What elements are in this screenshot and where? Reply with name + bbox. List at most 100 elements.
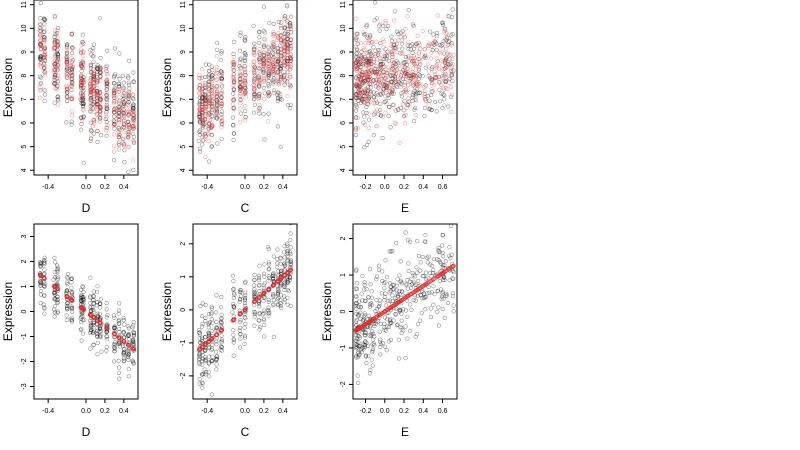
observed-point	[266, 111, 271, 116]
fitted-point	[131, 126, 136, 131]
fitted-point	[94, 91, 99, 96]
observed-point	[80, 314, 85, 319]
observed-point	[353, 92, 359, 97]
observed-point	[416, 283, 421, 289]
fitted-point	[413, 71, 418, 76]
fitted-point	[207, 339, 212, 344]
fitted-point	[384, 307, 390, 313]
fitted-point	[214, 332, 219, 337]
observed-point	[285, 281, 290, 286]
observed-point	[39, 261, 44, 266]
observed-point	[65, 306, 70, 311]
observed-point	[414, 265, 419, 270]
observed-point	[64, 59, 69, 65]
observed-point	[210, 104, 215, 109]
fitted-point	[362, 75, 367, 80]
fitted-point	[203, 104, 208, 110]
observed-point	[202, 342, 208, 347]
observed-point	[373, 52, 378, 57]
fitted-point	[403, 295, 409, 300]
observed-point	[257, 77, 262, 83]
fitted-point	[356, 90, 362, 95]
observed-point	[130, 104, 136, 109]
observed-point	[98, 335, 103, 340]
fitted-point	[282, 272, 288, 278]
observed-point	[55, 94, 61, 99]
fitted-point	[279, 276, 284, 281]
observed-point	[206, 75, 211, 80]
observed-point	[392, 80, 397, 85]
fitted-point	[359, 56, 364, 61]
observed-point	[231, 39, 237, 45]
observed-point	[408, 47, 413, 52]
fitted-point	[356, 77, 361, 82]
x-tick-label: 0.0	[240, 408, 250, 415]
observed-point	[285, 271, 290, 276]
observed-point	[374, 312, 379, 317]
observed-point	[121, 93, 126, 98]
y-tick-label: -1	[180, 340, 187, 346]
observed-point	[79, 310, 84, 315]
fitted-point	[428, 56, 434, 61]
y-tick-label: 6	[21, 121, 28, 125]
fitted-point	[38, 273, 43, 278]
observed-point	[362, 145, 367, 150]
fitted-point	[126, 122, 131, 128]
observed-point	[266, 72, 272, 77]
observed-point	[261, 44, 267, 49]
observed-point	[429, 107, 434, 113]
observed-point	[117, 104, 122, 109]
observed-point	[88, 320, 93, 326]
observed-point	[209, 310, 214, 315]
fitted-point	[243, 69, 248, 74]
fitted-point	[354, 46, 360, 51]
observed-point	[131, 106, 136, 111]
fitted-point	[243, 79, 248, 85]
fitted-point	[104, 325, 109, 331]
fitted-point	[95, 318, 100, 323]
observed-point	[366, 139, 371, 144]
observed-point	[130, 338, 135, 344]
fitted-point	[371, 316, 376, 321]
fitted-point	[42, 276, 47, 281]
fitted-point	[275, 279, 280, 284]
fitted-point	[282, 69, 287, 75]
observed-point	[451, 276, 456, 281]
observed-point	[209, 304, 214, 309]
fitted-point	[413, 288, 418, 294]
observed-point	[361, 62, 366, 67]
fitted-point	[357, 83, 363, 88]
observed-point	[380, 135, 385, 141]
fitted-point	[381, 45, 386, 50]
fitted-point	[362, 323, 367, 328]
observed-point	[42, 58, 48, 63]
fitted-point	[373, 54, 378, 59]
observed-point	[376, 67, 381, 72]
observed-point	[390, 293, 395, 298]
fitted-point	[357, 77, 363, 82]
fitted-point	[98, 70, 103, 75]
fitted-point	[354, 67, 359, 73]
fitted-point	[434, 56, 439, 61]
observed-point	[219, 101, 224, 106]
observed-point	[382, 321, 387, 326]
fitted-point	[400, 64, 405, 69]
observed-point	[366, 59, 371, 64]
observed-point	[391, 91, 396, 96]
observed-point	[121, 101, 127, 107]
observed-point	[388, 317, 393, 322]
y-tick-label: 11	[340, 1, 347, 8]
fitted-point	[413, 112, 418, 118]
fitted-point	[442, 58, 447, 63]
observed-point	[267, 266, 272, 271]
observed-point	[449, 94, 454, 99]
observed-point	[209, 312, 214, 317]
fitted-point	[116, 335, 121, 340]
observed-point	[38, 25, 43, 31]
fitted-point	[41, 87, 47, 92]
observed-point	[91, 81, 96, 86]
observed-point	[411, 92, 416, 98]
fitted-point	[406, 96, 411, 101]
fitted-point	[354, 66, 359, 71]
observed-point	[272, 281, 277, 286]
